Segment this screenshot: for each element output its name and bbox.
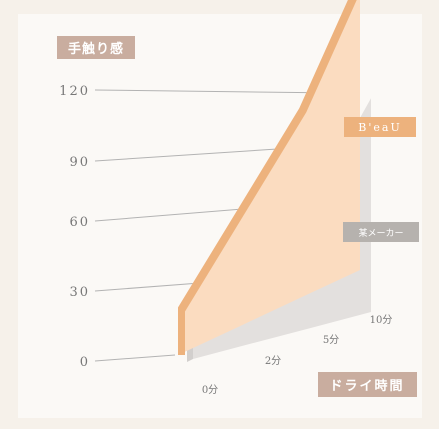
y-tick-label: 120 — [59, 84, 90, 99]
y-leader-line — [94, 89, 341, 94]
y-leader-line — [94, 282, 201, 292]
x-tick-label: 10分 — [370, 314, 393, 326]
y-tick-label: 30 — [69, 285, 90, 300]
x-tick-label: 2分 — [265, 355, 281, 367]
chart-title: 手触り感 — [68, 41, 124, 57]
x-axis-tag — [318, 372, 417, 397]
x-tick-label: 5分 — [323, 334, 339, 346]
y-leader-line — [94, 354, 176, 362]
y-tick-label: 60 — [69, 215, 90, 230]
x-tick-label: 0分 — [202, 384, 218, 396]
series-beau-edge — [178, 0, 357, 355]
legend-beau-tag — [344, 117, 416, 137]
legend-maker-label: 某メーカー — [358, 228, 403, 239]
y-tick-label: 0 — [80, 355, 90, 370]
y-leader-line — [94, 146, 309, 162]
chart-title-tag — [57, 36, 135, 59]
legend-maker-tag — [343, 222, 419, 242]
x-axis-label: ドライ時間 — [329, 378, 404, 394]
y-tick-label: 90 — [69, 155, 90, 170]
legend-beau-label: B'eaU — [358, 121, 401, 134]
